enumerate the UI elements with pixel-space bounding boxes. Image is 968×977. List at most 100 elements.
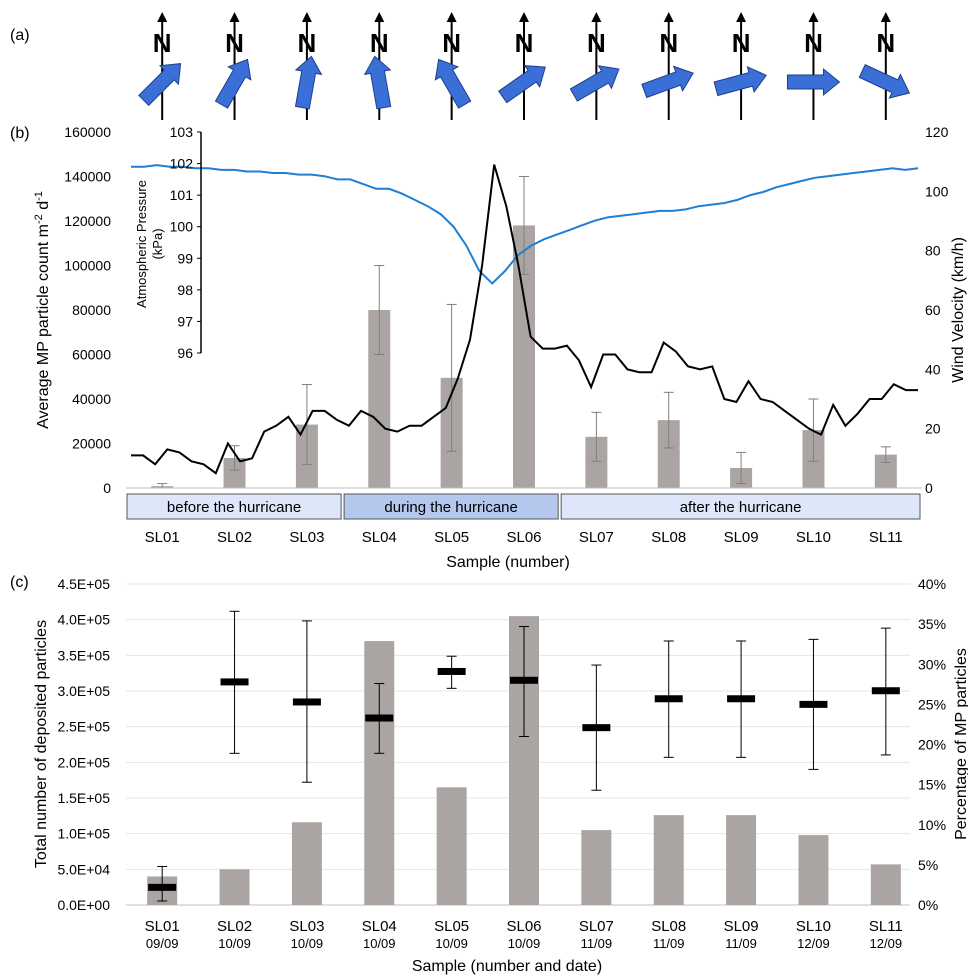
wind-velocity-line bbox=[131, 164, 918, 475]
chart-b-y2-ticks: 0 20 40 60 80 100 120 bbox=[925, 124, 949, 496]
y2-tick-label: 20% bbox=[918, 737, 946, 753]
north-letter: N bbox=[370, 28, 389, 58]
x-tick-label: SL02 bbox=[217, 918, 252, 935]
x-tick-date: 09/09 bbox=[146, 936, 179, 951]
chart-c-y2-axis-label: Percentage of MP particles bbox=[953, 648, 968, 840]
pressure-line bbox=[131, 164, 919, 285]
panel-label-b: (b) bbox=[10, 125, 30, 142]
chart-b-bars bbox=[151, 225, 897, 488]
percentage-mark-sl01 bbox=[148, 883, 177, 891]
x-tick-date: 10/09 bbox=[218, 936, 251, 951]
compass-sl09: N bbox=[713, 12, 767, 120]
chart-b-y-axis-label: Average MP particle count m-2 d-1 bbox=[33, 191, 52, 429]
chart-c-y2-ticks: 0% 5% 10% 15% 20% 25% 30% 35% 40% bbox=[918, 576, 946, 913]
wind-arrow-icon bbox=[434, 58, 472, 109]
y-tick-label: 4.0E+05 bbox=[57, 612, 110, 628]
inset-tick-label: 101 bbox=[170, 187, 194, 203]
inset-tick-label: 98 bbox=[177, 282, 193, 298]
phase-label: after the hurricane bbox=[680, 499, 802, 516]
inset-tick-label: 103 bbox=[170, 124, 194, 140]
north-letter: N bbox=[515, 28, 534, 58]
inset-pressure-ticks: 96 97 98 99 100 101 102 103 bbox=[170, 124, 201, 361]
chart-b-x-ticks: SL01 SL02 SL03 SL04 SL05 SL06 SL07 SL08 SL09 SL10… bbox=[145, 529, 903, 546]
wind-arrow-shape bbox=[641, 65, 694, 99]
percentage-mark-sl10 bbox=[799, 700, 828, 708]
wind-arrow-icon bbox=[713, 65, 767, 97]
north-letter: N bbox=[298, 28, 317, 58]
inset-tick-label: 96 bbox=[177, 345, 193, 361]
x-tick-label: SL03 bbox=[289, 918, 324, 935]
wind-arrow-icon bbox=[214, 58, 252, 109]
panel-label-a: (a) bbox=[10, 27, 30, 44]
y-tick-label: 60000 bbox=[72, 347, 111, 363]
x-tick-date: 10/09 bbox=[363, 936, 396, 951]
y-tick-label: 160000 bbox=[64, 124, 111, 140]
y2-tick-label: 0% bbox=[918, 897, 938, 913]
y2-tick-label: 80 bbox=[925, 243, 941, 259]
y2-tick-label: 5% bbox=[918, 857, 938, 873]
percentage-mark-sl02 bbox=[220, 678, 249, 686]
x-tick-label: SL06 bbox=[506, 918, 541, 935]
north-arrowhead-icon bbox=[736, 12, 747, 22]
y2-tick-label: 120 bbox=[925, 124, 949, 140]
x-tick-label: SL11 bbox=[869, 918, 903, 935]
chart-c-y-ticks: 0.0E+00 5.0E+04 1.0E+05 1.5E+05 2.0E+05 2.5E+… bbox=[57, 576, 110, 913]
percentage-mark-sl07 bbox=[582, 724, 611, 732]
x-tick-label: SL02 bbox=[217, 529, 252, 546]
bar-sl03 bbox=[291, 822, 322, 905]
bar-sl07 bbox=[585, 436, 608, 488]
bar-sl11 bbox=[870, 864, 901, 905]
north-arrowhead-icon bbox=[446, 12, 457, 22]
y-tick-label: 100000 bbox=[64, 258, 111, 274]
x-tick-label: SL01 bbox=[145, 918, 180, 935]
y-tick-label: 20000 bbox=[72, 436, 111, 452]
x-tick-label: SL07 bbox=[579, 529, 614, 546]
x-tick-date: 11/09 bbox=[581, 936, 613, 951]
wind-arrow-icon bbox=[294, 55, 323, 110]
x-tick-label: SL11 bbox=[869, 529, 903, 546]
compass-sl07: N bbox=[569, 12, 620, 120]
north-letter: N bbox=[804, 28, 823, 58]
x-tick-date: 12/09 bbox=[870, 936, 903, 951]
bar-sl07 bbox=[581, 830, 612, 905]
x-tick-label: SL06 bbox=[506, 529, 541, 546]
percentage-mark-sl09 bbox=[727, 695, 756, 703]
y-tick-label: 140000 bbox=[64, 169, 111, 185]
y2-tick-label: 40% bbox=[918, 576, 946, 592]
x-tick-label: SL01 bbox=[145, 529, 180, 546]
x-tick-date: 10/09 bbox=[508, 936, 541, 951]
hurricane-phase-boxes: before the hurricane during the hurricane… bbox=[126, 493, 921, 520]
x-tick-date: 10/09 bbox=[291, 936, 324, 951]
compass-sl02: N bbox=[214, 12, 252, 120]
wind-arrow-shape bbox=[294, 55, 323, 110]
north-arrowhead-icon bbox=[157, 12, 168, 22]
x-tick-label: SL05 bbox=[434, 529, 469, 546]
inset-tick-label: 99 bbox=[177, 250, 193, 266]
y-tick-label: 2.0E+05 bbox=[57, 754, 110, 770]
x-tick-label: SL09 bbox=[724, 529, 759, 546]
y-tick-label: 1.0E+05 bbox=[57, 826, 110, 842]
phase-box-0 bbox=[126, 493, 342, 520]
y-tick-label: 120000 bbox=[64, 213, 111, 229]
y2-tick-label: 25% bbox=[918, 696, 946, 712]
inset-pressure-label-2: (kPa) bbox=[150, 228, 165, 259]
y2-tick-label: 30% bbox=[918, 656, 946, 672]
y2-tick-label: 40 bbox=[925, 361, 941, 377]
bar-sl11 bbox=[874, 454, 897, 488]
y2-tick-label: 35% bbox=[918, 616, 946, 632]
north-letter: N bbox=[153, 28, 172, 58]
wind-arrow-shape bbox=[363, 55, 392, 110]
y-tick-label: 80000 bbox=[72, 302, 111, 318]
bar-sl05 bbox=[436, 787, 467, 905]
compass-sl03: N bbox=[294, 12, 323, 120]
x-tick-date: 10/09 bbox=[435, 936, 468, 951]
phase-box-1 bbox=[343, 493, 559, 520]
inset-tick-label: 102 bbox=[170, 156, 194, 172]
bar-sl10 bbox=[798, 835, 829, 905]
wind-arrow-icon bbox=[786, 67, 841, 97]
y2-tick-label: 10% bbox=[918, 817, 946, 833]
y-tick-label: 4.5E+05 bbox=[57, 576, 110, 592]
compass-sl11: N bbox=[858, 12, 911, 120]
percentage-mark-sl11 bbox=[871, 687, 900, 695]
y-tick-label: 2.5E+05 bbox=[57, 719, 110, 735]
